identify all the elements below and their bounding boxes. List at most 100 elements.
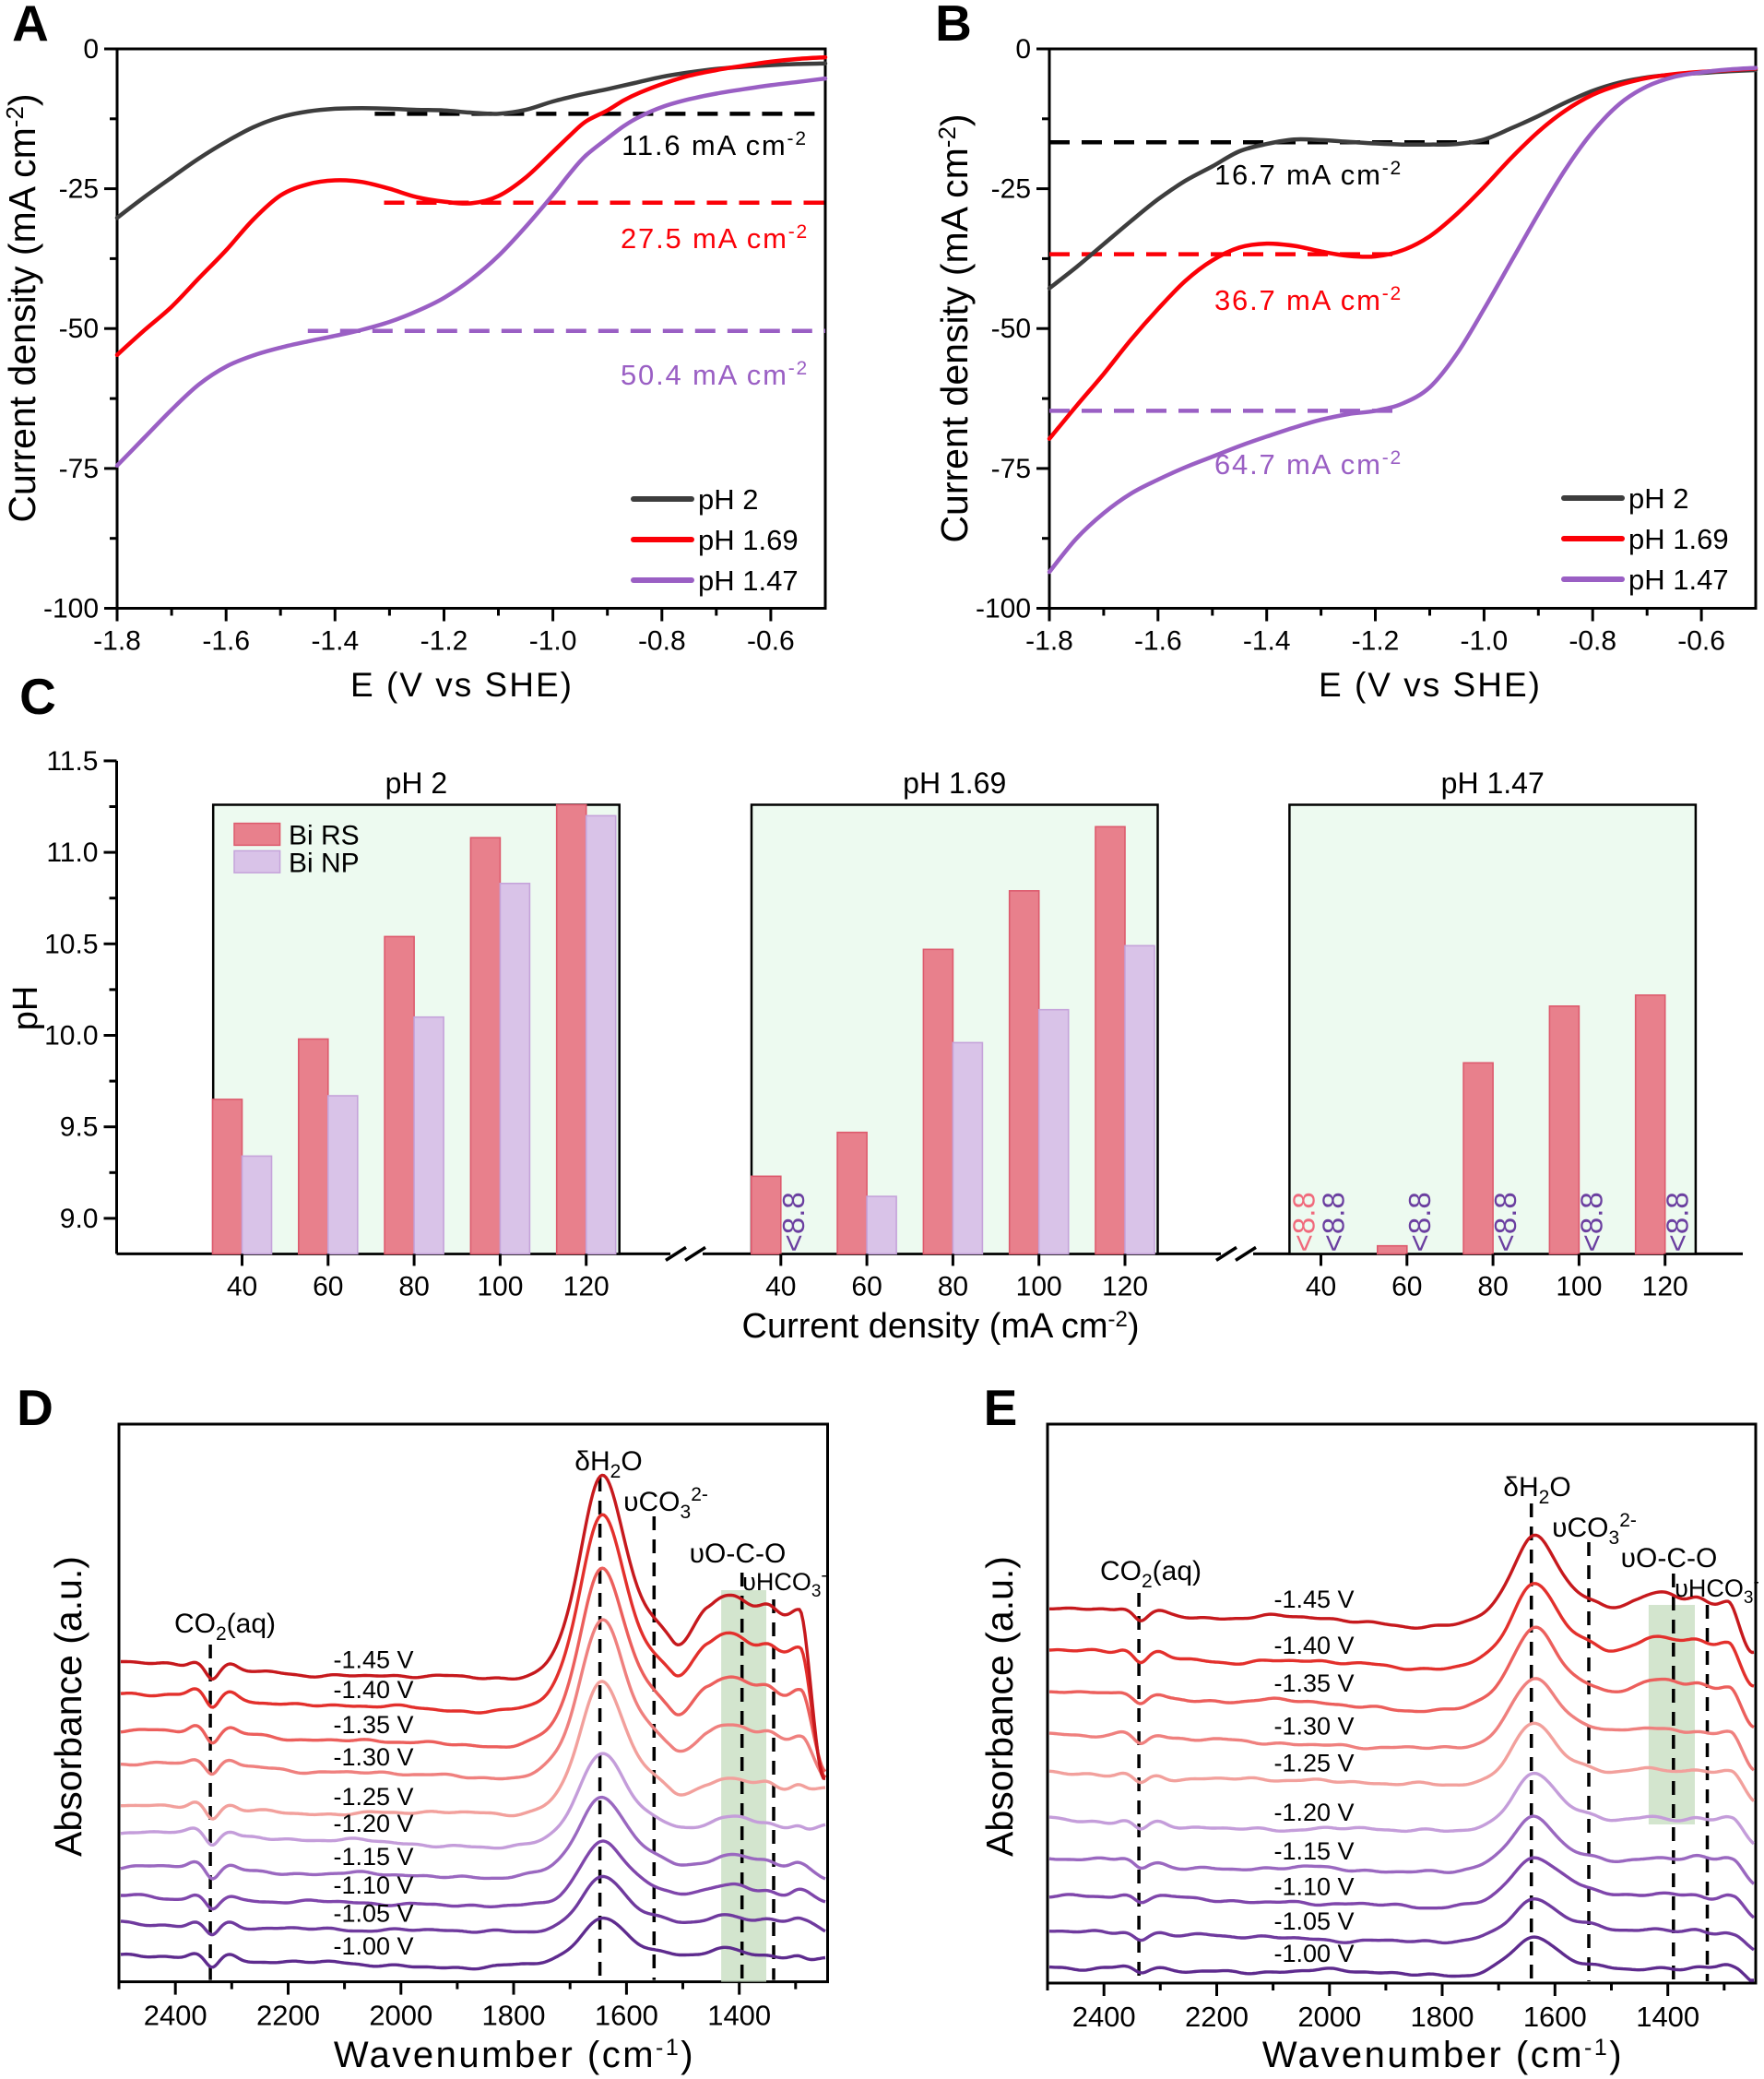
svg-text:<8.8: <8.8 (776, 1192, 811, 1252)
svg-text:-1.35 V: -1.35 V (333, 1711, 413, 1739)
svg-text:60: 60 (313, 1271, 343, 1301)
svg-text:-1.6: -1.6 (1134, 626, 1182, 657)
svg-text:-50: -50 (59, 314, 99, 344)
svg-text:2200: 2200 (256, 2000, 320, 2032)
svg-text:<8.8: <8.8 (1661, 1192, 1695, 1252)
svg-text:-1.6: -1.6 (202, 626, 250, 657)
svg-text:-75: -75 (59, 454, 99, 484)
svg-text:60: 60 (1391, 1271, 1422, 1301)
svg-text:-1.15 V: -1.15 V (1273, 1837, 1354, 1865)
svg-text:-1.05 V: -1.05 V (1273, 1907, 1354, 1935)
svg-text:9.5: 9.5 (60, 1112, 99, 1143)
svg-text:pH 1.47: pH 1.47 (698, 564, 799, 597)
svg-text:-1.4: -1.4 (1243, 626, 1291, 657)
svg-text:-1.10 V: -1.10 V (333, 1871, 413, 1899)
svg-text:-0.8: -0.8 (638, 626, 686, 657)
svg-text:-1.10 V: -1.10 V (1273, 1873, 1354, 1901)
svg-text:100: 100 (1556, 1271, 1602, 1301)
svg-text:pH 1.47: pH 1.47 (1441, 766, 1545, 800)
svg-text:-1.20 V: -1.20 V (333, 1810, 413, 1837)
svg-text:Absorbance (a.u.): Absorbance (a.u.) (47, 1556, 89, 1857)
svg-text:10.5: 10.5 (44, 929, 98, 959)
svg-text:E (V vs SHE): E (V vs SHE) (350, 666, 574, 704)
svg-text:16.7 mA cm-2: 16.7 mA cm-2 (1214, 158, 1403, 191)
svg-text:δH2O: δH2O (574, 1446, 642, 1482)
svg-text:-100: -100 (43, 594, 99, 624)
svg-text:Current density (mA cm-2): Current density (mA cm-2) (1, 93, 43, 522)
svg-text:-75: -75 (991, 454, 1031, 484)
svg-text:Absorbance (a.u.): Absorbance (a.u.) (978, 1556, 1021, 1857)
svg-text:<8.8: <8.8 (1317, 1192, 1351, 1252)
svg-text:-25: -25 (991, 174, 1031, 205)
svg-text:pH 1.69: pH 1.69 (698, 524, 799, 556)
svg-text:10.0: 10.0 (44, 1021, 98, 1051)
svg-text:9.0: 9.0 (60, 1204, 99, 1234)
svg-text:100: 100 (1016, 1271, 1062, 1301)
svg-text:120: 120 (1102, 1271, 1148, 1301)
svg-text:υHCO3-: υHCO3- (742, 1566, 827, 1601)
svg-text:-1.05 V: -1.05 V (333, 1899, 413, 1927)
svg-text:1800: 1800 (1411, 2001, 1474, 2033)
svg-text:<8.8: <8.8 (1403, 1192, 1437, 1252)
svg-text:2400: 2400 (144, 2000, 207, 2032)
svg-text:-1.45 V: -1.45 V (333, 1646, 413, 1674)
svg-text:δH2O: δH2O (1503, 1472, 1570, 1508)
svg-text:11.5: 11.5 (46, 746, 98, 777)
svg-text:80: 80 (398, 1271, 429, 1301)
svg-text:1600: 1600 (1523, 2001, 1587, 2033)
svg-text:80: 80 (938, 1271, 968, 1301)
svg-text:-25: -25 (59, 174, 99, 205)
svg-text:1400: 1400 (707, 2000, 771, 2032)
svg-text:υO-C-O: υO-C-O (1621, 1543, 1718, 1574)
svg-text:64.7 mA cm-2: 64.7 mA cm-2 (1214, 447, 1403, 481)
svg-text:-1.8: -1.8 (1025, 626, 1073, 657)
svg-text:40: 40 (1306, 1271, 1336, 1301)
svg-text:0: 0 (83, 34, 99, 65)
svg-text:pH: pH (6, 986, 45, 1031)
svg-text:-1.25 V: -1.25 V (1273, 1749, 1354, 1776)
svg-text:-1.0: -1.0 (529, 626, 577, 657)
svg-text:-100: -100 (976, 594, 1031, 624)
svg-text:1400: 1400 (1636, 2001, 1699, 2033)
svg-text:27.5 mA cm-2: 27.5 mA cm-2 (621, 221, 809, 255)
svg-text:0: 0 (1015, 34, 1031, 65)
svg-text:-0.6: -0.6 (1677, 626, 1725, 657)
svg-text:1600: 1600 (595, 2000, 658, 2032)
svg-text:Wavenumber (cm-1): Wavenumber (cm-1) (334, 2035, 695, 2075)
svg-text:-1.4: -1.4 (311, 626, 359, 657)
svg-text:80: 80 (1477, 1271, 1508, 1301)
svg-text:36.7 mA cm-2: 36.7 mA cm-2 (1214, 283, 1403, 316)
svg-text:2400: 2400 (1072, 2001, 1136, 2033)
svg-text:50.4 mA cm-2: 50.4 mA cm-2 (621, 358, 809, 391)
svg-text:2200: 2200 (1185, 2001, 1249, 2033)
svg-text:-50: -50 (991, 314, 1031, 344)
svg-text:60: 60 (851, 1271, 882, 1301)
svg-text:120: 120 (563, 1271, 610, 1301)
svg-text:pH 1.69: pH 1.69 (1628, 523, 1729, 555)
svg-text:<8.8: <8.8 (1574, 1192, 1608, 1252)
svg-text:40: 40 (227, 1271, 257, 1301)
svg-text:-1.30 V: -1.30 V (333, 1743, 413, 1771)
svg-text:1800: 1800 (482, 2000, 546, 2032)
svg-text:Bi NP: Bi NP (289, 849, 360, 879)
svg-text:pH 2: pH 2 (698, 483, 758, 516)
svg-text:-1.40 V: -1.40 V (1273, 1632, 1354, 1659)
svg-text:Bi RS: Bi RS (289, 821, 360, 851)
svg-text:pH 2: pH 2 (1628, 482, 1688, 515)
svg-text:-1.2: -1.2 (1352, 626, 1400, 657)
svg-text:-1.35 V: -1.35 V (1273, 1669, 1354, 1697)
svg-text:<8.8: <8.8 (1488, 1192, 1522, 1252)
svg-text:E (V vs SHE): E (V vs SHE) (1319, 666, 1542, 704)
svg-text:-1.25 V: -1.25 V (333, 1783, 413, 1811)
svg-text:Current density (mA cm-2): Current density (mA cm-2) (933, 113, 976, 542)
svg-text:-1.40 V: -1.40 V (333, 1676, 413, 1704)
svg-text:pH 2: pH 2 (385, 766, 448, 800)
svg-text:-1.8: -1.8 (93, 626, 141, 657)
svg-text:11.0: 11.0 (46, 838, 98, 868)
svg-text:Wavenumber (cm-1): Wavenumber (cm-1) (1262, 2035, 1624, 2075)
svg-text:-0.6: -0.6 (747, 626, 795, 657)
svg-text:2000: 2000 (1297, 2001, 1361, 2033)
svg-text:A: A (12, 0, 49, 52)
svg-text:-1.00 V: -1.00 V (1273, 1940, 1354, 1967)
svg-text:Current density (mA cm-2): Current density (mA cm-2) (742, 1307, 1140, 1346)
